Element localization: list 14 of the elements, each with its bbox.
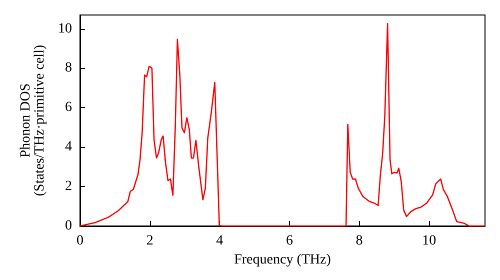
x-tick-label: 4	[216, 234, 224, 248]
y-tick-label: 8	[65, 60, 72, 76]
x-tick-label: 6	[286, 234, 293, 248]
x-tick-label: 10	[422, 234, 436, 248]
x-tick-label: 2	[146, 234, 154, 248]
x-axis-title: Frequency (THz)	[234, 252, 332, 268]
x-tick-label: 8	[356, 234, 363, 248]
y-tick-label: 4	[65, 140, 72, 155]
y-tick-label: 2	[65, 179, 72, 194]
y-axis-title: Phonon DOS (States/THz·primitive cell)	[18, 44, 48, 196]
y-tick-label: 0	[65, 218, 72, 234]
x-tick-label: 0	[76, 234, 84, 248]
y-tick-label: 10	[58, 21, 72, 36]
y-tick-label: 6	[65, 100, 72, 116]
